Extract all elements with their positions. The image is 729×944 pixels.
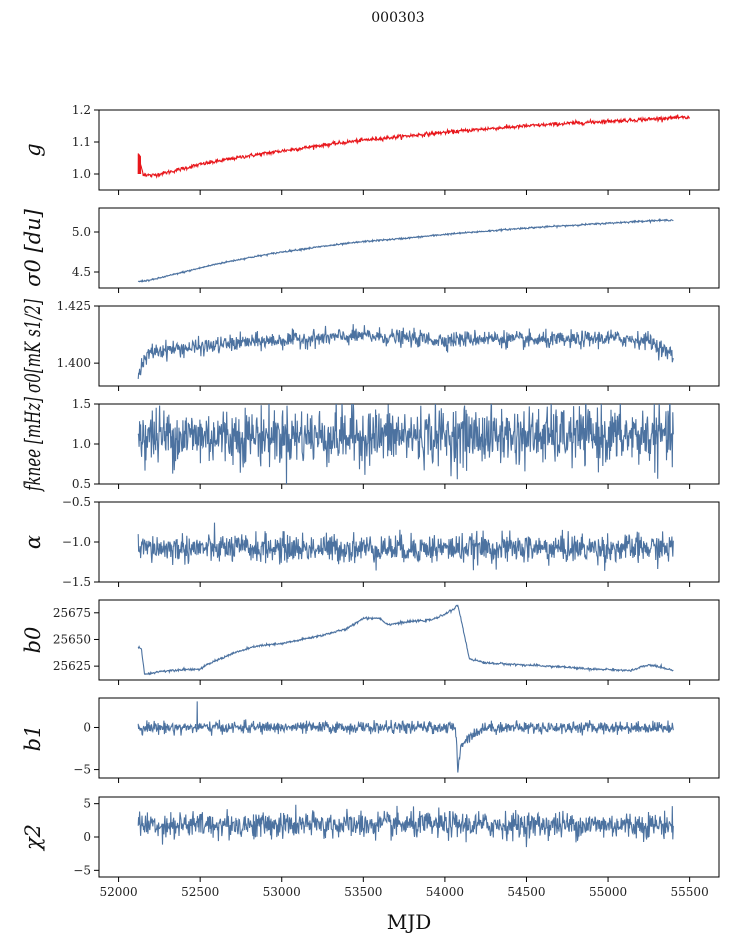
panels: 1.0 1.1 1.2 g 4.5 5.0 σ0 [du] 1.400 1.425 σ0[mK s…: [21, 103, 720, 899]
y-tick-label: 1.425: [57, 299, 91, 313]
panel-0: 1.0 1.1 1.2 g: [21, 103, 720, 195]
panel-ylabel: g: [21, 143, 45, 156]
series-line: [137, 719, 674, 773]
y-tick-label: 0: [83, 720, 91, 734]
panel-4: −1.5 −1.0 −0.5 α: [21, 495, 720, 589]
panel-ylabel: σ0 [du]: [21, 208, 45, 287]
series-overlay: [137, 153, 142, 175]
panel-ylabel: fknee [mHz]: [21, 396, 45, 492]
series-line: [137, 804, 674, 848]
series-line: [137, 404, 674, 484]
panel-frame: [98, 305, 720, 387]
panel-2: 1.400 1.425 σ0[mK s1/2]: [21, 298, 720, 393]
series-line: [137, 324, 674, 379]
panel-ylabel: b1: [21, 725, 45, 752]
y-tick-label: −5: [73, 763, 91, 777]
y-tick-label: −0.5: [62, 495, 91, 509]
x-tick-label: 55500: [671, 885, 709, 899]
y-tick-label: 1.0: [72, 437, 91, 451]
x-tick-label: 52000: [99, 885, 137, 899]
y-tick-label: 25675: [53, 606, 91, 620]
panel-frame: [98, 207, 720, 289]
y-tick-label: 1.400: [57, 356, 91, 370]
panel-ylabel: σ0[mK s1/2]: [21, 298, 45, 393]
x-tick-label: 54000: [426, 885, 464, 899]
y-tick-label: 1.2: [72, 103, 91, 117]
y-tick-label: −1.0: [62, 535, 91, 549]
panel-frame: [98, 599, 720, 681]
panel-6: −5 0 b1: [21, 697, 720, 783]
series-line: [137, 522, 674, 571]
x-tick-label: 54500: [507, 885, 545, 899]
series-line: [137, 114, 691, 179]
x-tick-label: 55000: [589, 885, 627, 899]
y-tick-label: 5: [83, 797, 91, 811]
panel-ylabel: b0: [21, 627, 45, 654]
y-tick-label: 5.0: [72, 225, 91, 239]
y-tick-label: −5: [73, 863, 91, 877]
y-tick-label: 1.5: [72, 397, 91, 411]
x-tick-label: 53000: [263, 885, 301, 899]
y-tick-label: 1.0: [72, 167, 91, 181]
panel-3: 0.5 1.0 1.5 fknee [mHz]: [21, 396, 720, 492]
series-line: [137, 604, 674, 676]
panel-frame: [98, 796, 720, 878]
y-tick-label: 25650: [53, 632, 91, 646]
figure-title: 000303: [371, 10, 424, 26]
x-tick-label: 53500: [344, 885, 382, 899]
x-axis-label: MJD: [387, 910, 432, 934]
y-tick-label: −1.5: [62, 575, 91, 589]
y-tick-label: 4.5: [72, 265, 91, 279]
series-line: [196, 701, 199, 726]
panel-ylabel: χ2: [21, 824, 45, 852]
panel-5: 25625 25650 25675 b0: [21, 599, 720, 685]
x-tick-label: 52500: [181, 885, 219, 899]
series-line: [137, 217, 674, 283]
y-tick-label: 1.1: [72, 135, 91, 149]
y-tick-label: 0: [83, 830, 91, 844]
panel-1: 4.5 5.0 σ0 [du]: [21, 207, 720, 293]
panel-frame: [98, 697, 720, 779]
panel-frame: [98, 109, 720, 191]
panel-7: −5 0 5 52000 52500 53000 53500 54000 54500 55000 5…: [21, 796, 720, 899]
y-tick-label: 0.5: [72, 477, 91, 491]
y-tick-label: 25625: [53, 659, 91, 673]
panel-ylabel: α: [21, 535, 45, 549]
